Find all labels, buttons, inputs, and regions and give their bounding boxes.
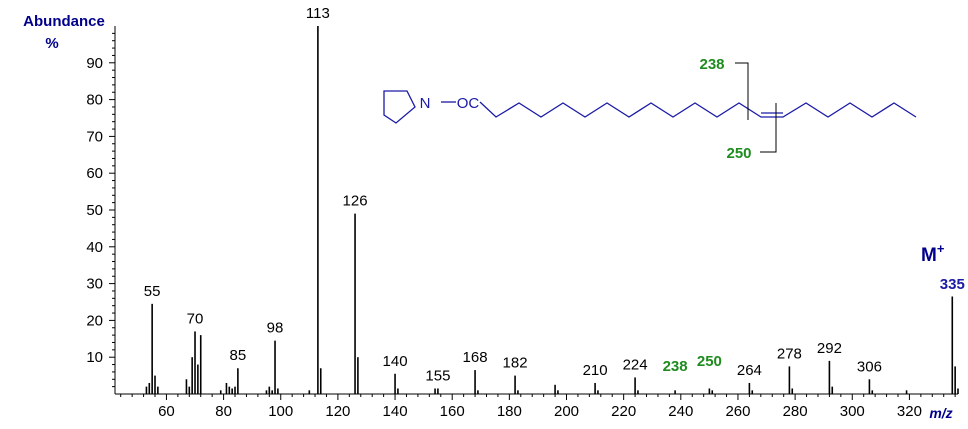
x-tick-label: 200 [554,403,579,420]
peak-label-292: 292 [817,340,842,357]
y-axis-title-line1: Abundance [23,13,105,30]
peak-label-210: 210 [583,362,608,379]
peak-label-168: 168 [463,349,488,366]
x-ticks: 60 80 100 120 140 160 180 200 220 240 260 280 300 320 [120,394,956,420]
y-tick-label: 70 [86,128,103,145]
x-tick-label: 120 [325,403,350,420]
x-tick-label: 260 [725,403,750,420]
fragment-markers [735,62,777,153]
y-tick-label: 90 [86,55,103,72]
x-axis-title: m/z [929,405,952,421]
peak-label-250: 250 [697,353,722,370]
molecular-ion-label: M+ [921,241,945,266]
peak-label-113: 113 [306,5,330,22]
x-tick-label: 300 [840,403,865,420]
x-tick-label: 160 [440,403,465,420]
peak-label-98: 98 [267,320,284,337]
fragment-238-marker [735,62,749,120]
y-tick-label: 50 [86,202,103,219]
y-axis-title-line2: % [45,35,58,52]
x-tick-label: 80 [215,403,232,420]
x-tick-label: 240 [668,403,693,420]
alkyl-chain [479,101,917,118]
peak-label-85: 85 [230,347,247,364]
x-tick-label: 100 [268,403,293,420]
x-tick-label: 320 [897,403,922,420]
peak-label-278: 278 [777,345,802,362]
y-tick-label: 60 [86,165,103,182]
pyrrolidine-ring [383,90,416,124]
x-tick-label: 60 [158,403,175,420]
peak-label-70: 70 [187,310,204,327]
nitrogen-label: N [420,95,431,112]
peak-labels: 55 70 85 98 113 126 140 155 168 182 210 224 238 250 26… [144,5,965,384]
peaks [145,26,959,394]
carbonyl-label: OC [457,95,480,112]
peak-label-224: 224 [623,356,648,373]
y-tick-label: 20 [86,312,103,329]
peak-label-335: 335 [940,276,965,293]
peak-label-306: 306 [857,358,882,375]
x-tick-label: 180 [497,403,522,420]
x-tick-label: 280 [783,403,808,420]
peak-label-182: 182 [503,355,528,372]
peak-label-55: 55 [144,283,161,300]
peak-label-155: 155 [425,367,450,384]
structure-diagram [383,90,917,124]
peak-label-264: 264 [737,362,762,379]
x-tick-label: 220 [611,403,636,420]
fragment-238-label: 238 [699,56,724,73]
y-tick-label: 10 [86,349,103,366]
fragment-250-marker [760,103,777,153]
y-ticks: 10 20 30 40 50 60 70 80 90 [86,32,115,388]
peak-label-126: 126 [343,193,368,210]
y-tick-label: 30 [86,276,103,293]
y-tick-label: 40 [86,239,103,256]
fragment-250-label: 250 [726,145,751,162]
peak-label-238: 238 [663,358,688,375]
x-tick-label: 140 [383,403,408,420]
peak-label-140: 140 [383,353,408,370]
y-tick-label: 80 [86,92,103,109]
